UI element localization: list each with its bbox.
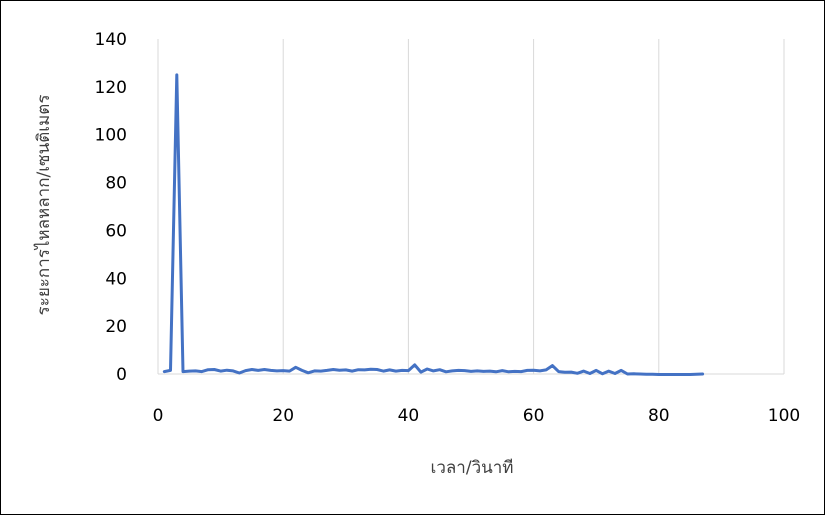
y-tick-label: 60 [105,221,127,241]
x-tick-label: 20 [272,406,294,426]
y-axis-title: ระยะการไหลหลาก/เซนติเมตร [33,95,54,316]
x-axis-title: เวลา/วินาที [431,458,514,478]
x-tick-label: 80 [648,406,670,426]
y-tick-label: 120 [95,78,127,98]
x-axis: 0 20 40 60 80 100 [153,406,801,426]
series-line-0 [162,73,705,376]
y-axis: 0 20 40 60 80 100 120 140 [95,30,127,385]
gridlines [157,39,785,375]
y-tick-label: 140 [95,30,127,50]
plot-area [162,73,705,376]
y-tick-label: 100 [95,126,127,146]
x-tick-label: 100 [768,406,800,426]
x-tick-label: 60 [523,406,545,426]
y-tick-label: 80 [105,174,127,194]
y-tick-label: 20 [105,317,127,337]
y-tick-label: 0 [116,365,127,385]
x-tick-label: 40 [398,406,420,426]
y-tick-label: 40 [105,269,127,289]
x-tick-label: 0 [153,406,164,426]
